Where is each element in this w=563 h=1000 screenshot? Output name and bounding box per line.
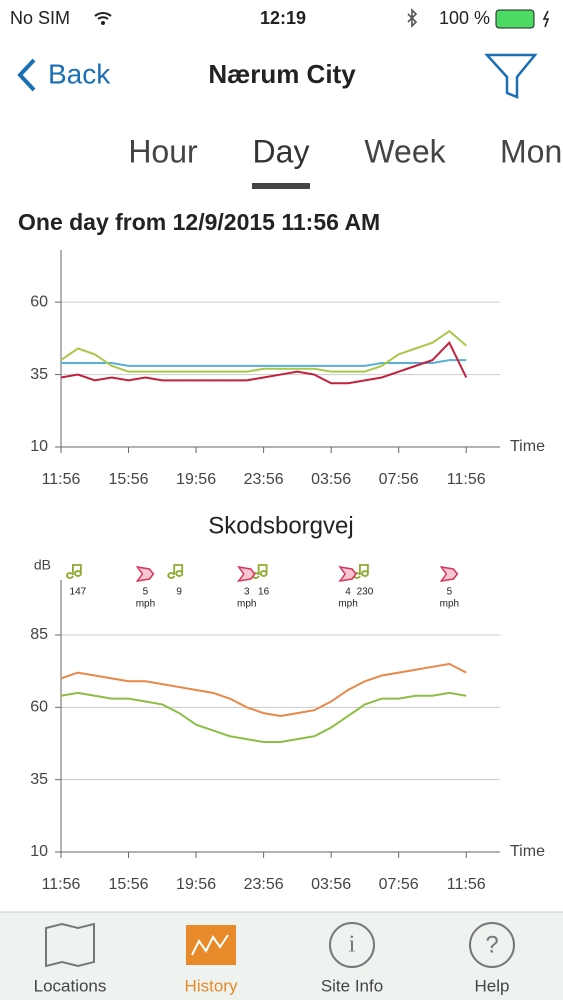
info-icon[interactable] [329, 922, 375, 968]
filter-button[interactable] [484, 53, 538, 99]
back-chevron[interactable] [17, 58, 36, 92]
x-tick-label: 19:56 [176, 471, 216, 488]
locations-icon[interactable] [45, 922, 95, 968]
wind-icon [439, 565, 459, 583]
tab-label[interactable]: Help [475, 976, 510, 995]
x-tick-label: 23:56 [244, 471, 284, 488]
x-tick-label: 15:56 [109, 876, 149, 893]
wind-speed: 4 [345, 587, 351, 598]
clock: 12:19 [260, 8, 306, 28]
wind-icon [237, 565, 256, 583]
segment-underline [252, 183, 310, 189]
x-tick-label: 15:56 [109, 471, 149, 488]
history-zigzag [191, 934, 229, 956]
x-axis-label: Time [510, 438, 545, 455]
x-tick-label: 07:56 [379, 471, 419, 488]
series-line [60, 691, 467, 744]
traffic-icon [167, 564, 184, 579]
help-glyph: ? [485, 931, 498, 958]
history-icon[interactable] [186, 925, 236, 965]
series-line [60, 662, 467, 718]
wifi-icon [94, 12, 112, 20]
y-tick-label: 60 [30, 293, 48, 310]
y-tick-label: 35 [30, 366, 48, 383]
info-glyph: i [349, 932, 356, 958]
wind-speed: 5 [143, 587, 149, 598]
chart-title: One day from 12/9/2015 11:56 AM [18, 209, 380, 235]
wind-unit: mph [440, 599, 459, 610]
segment-tab[interactable]: Week [364, 133, 446, 169]
help-icon[interactable] [469, 922, 515, 968]
x-tick-label: 11:56 [447, 876, 486, 893]
y-axis-label: dB [34, 557, 51, 573]
back-button[interactable]: Back [48, 58, 111, 89]
nav-title: Nærum City [208, 59, 356, 89]
x-tick-label: 11:56 [42, 876, 81, 893]
x-axis-label: Time [510, 843, 545, 860]
x-tick-label: 11:56 [42, 471, 81, 488]
wind-unit: mph [338, 599, 357, 610]
traffic-count: 9 [176, 587, 182, 598]
wind-speed: 5 [447, 587, 453, 598]
y-tick-label: 10 [30, 438, 48, 455]
battery-icon [495, 9, 535, 29]
x-tick-label: 11:56 [447, 471, 486, 488]
wind-speed: 3 [244, 587, 250, 598]
wifi-dot [101, 21, 105, 25]
chart-title: Skodsborgvej [208, 512, 353, 539]
series-line [61, 359, 467, 367]
y-tick-label: 85 [30, 626, 48, 643]
y-tick-label: 60 [30, 699, 48, 716]
tab-label[interactable]: History [185, 976, 238, 995]
battery-text: 100 % [439, 8, 490, 28]
wind-icon [135, 565, 155, 583]
tab-label[interactable]: Locations [34, 976, 107, 995]
series-line [60, 329, 467, 373]
series-line [60, 340, 468, 385]
segment-tab[interactable]: Mon [500, 133, 562, 169]
y-tick-label: 10 [30, 843, 48, 860]
charging-icon [542, 10, 550, 28]
x-tick-label: 19:56 [176, 876, 216, 893]
x-tick-label: 03:56 [311, 876, 351, 893]
x-tick-label: 07:56 [379, 876, 419, 893]
wind-unit: mph [237, 599, 256, 610]
x-tick-label: 23:56 [244, 876, 284, 893]
traffic-count: 230 [357, 587, 374, 598]
traffic-icon [251, 564, 268, 579]
bluetooth-icon [407, 8, 418, 28]
traffic-icon [66, 564, 82, 579]
carrier: No SIM [10, 8, 70, 28]
tab-label[interactable]: Site Info [321, 976, 383, 995]
x-tick-label: 03:56 [311, 471, 351, 488]
y-tick-label: 35 [30, 771, 48, 788]
traffic-icon [353, 564, 369, 579]
wind-unit: mph [136, 599, 155, 610]
segment-tab[interactable]: Hour [128, 133, 198, 169]
traffic-count: 16 [258, 587, 270, 598]
wind-icon [338, 565, 357, 583]
segment-tab[interactable]: Day [253, 133, 310, 169]
traffic-count: 147 [70, 587, 87, 598]
